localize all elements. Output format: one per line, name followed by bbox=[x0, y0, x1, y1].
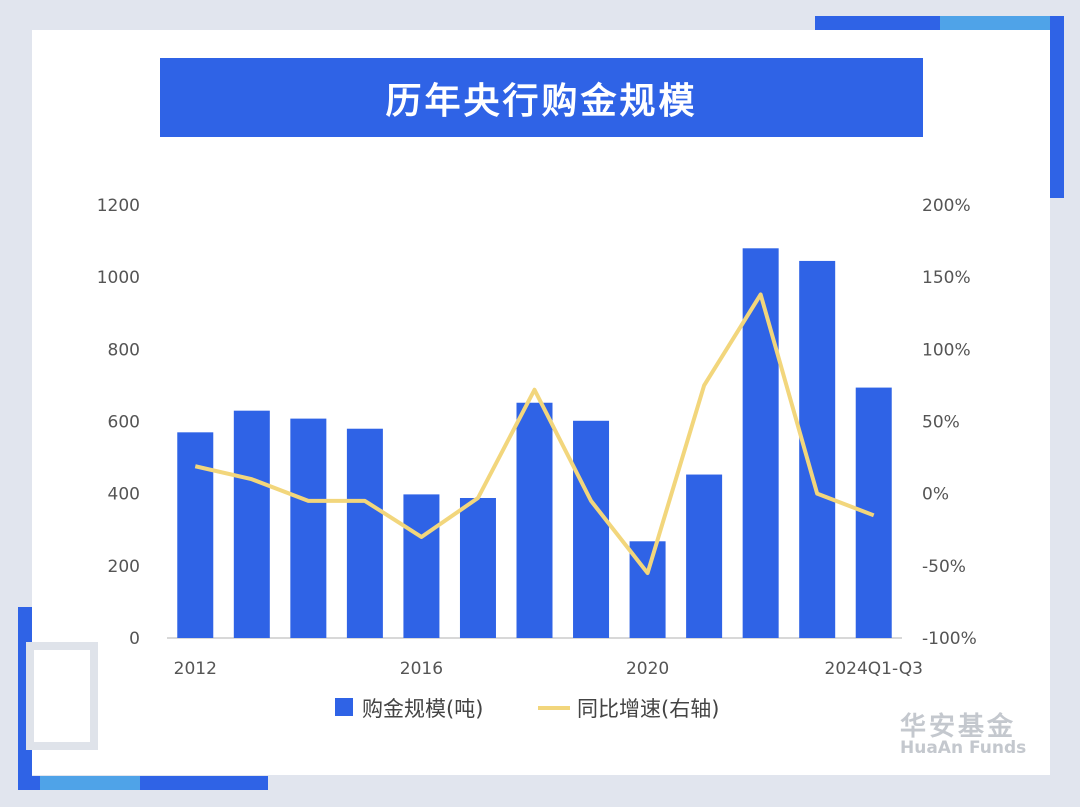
left-tick-label: 1000 bbox=[97, 268, 140, 288]
decor-bottom-left-bar-light bbox=[40, 776, 140, 790]
bar-2022 bbox=[742, 248, 779, 639]
bar-2017 bbox=[459, 497, 496, 638]
watermark-cn: 华安基金 bbox=[900, 712, 1017, 742]
bar-2016 bbox=[403, 494, 440, 638]
right-tick-label: 200% bbox=[922, 196, 971, 216]
x-tick-label: 2016 bbox=[400, 659, 443, 679]
bar-2024Q1-Q3 bbox=[855, 387, 892, 638]
right-tick-label: -50% bbox=[922, 557, 966, 577]
left-tick-label: 0 bbox=[129, 629, 140, 649]
x-tick-label: 2020 bbox=[626, 659, 669, 679]
legend-bar-swatch bbox=[335, 698, 353, 716]
decor-right-vertical-bar bbox=[1050, 16, 1064, 198]
right-tick-label: 0% bbox=[922, 485, 949, 505]
legend-line-label: 同比增速(右轴) bbox=[577, 697, 719, 721]
left-tick-label: 200 bbox=[108, 557, 140, 577]
line-series bbox=[194, 292, 875, 576]
bar-2013 bbox=[233, 410, 270, 638]
right-tick-label: -100% bbox=[922, 629, 977, 649]
left-axis: 1200 1000 800 600 400 200 0 bbox=[97, 196, 140, 649]
right-tick-label: 50% bbox=[922, 413, 960, 433]
bar-2014 bbox=[290, 418, 327, 638]
bar-2021 bbox=[686, 474, 723, 638]
title-banner: 历年央行购金规模 bbox=[160, 58, 923, 137]
left-tick-label: 1200 bbox=[97, 196, 140, 216]
bar-2018 bbox=[516, 402, 553, 638]
decor-frame-square bbox=[26, 642, 98, 750]
x-tick-label: 2012 bbox=[174, 659, 217, 679]
left-tick-label: 600 bbox=[108, 413, 140, 433]
bar-2019 bbox=[573, 420, 610, 638]
right-tick-label: 100% bbox=[922, 340, 971, 360]
chart-title: 历年央行购金规模 bbox=[385, 80, 698, 122]
legend: 购金规模(吨) 同比增速(右轴) bbox=[335, 697, 719, 721]
x-axis: 2012 2016 2020 2024Q1-Q3 bbox=[174, 659, 923, 679]
left-tick-label: 800 bbox=[108, 340, 140, 360]
left-tick-label: 400 bbox=[108, 485, 140, 505]
bar-series bbox=[177, 248, 892, 639]
right-axis: 200% 150% 100% 50% 0% -50% -100% bbox=[922, 196, 977, 649]
bar-2015 bbox=[346, 428, 383, 638]
decor-top-right-bar-light bbox=[940, 16, 1055, 30]
legend-bar-label: 购金规模(吨) bbox=[362, 697, 483, 721]
right-tick-label: 150% bbox=[922, 268, 971, 288]
watermark-en: HuaAn Funds bbox=[900, 738, 1027, 758]
x-tick-label: 2024Q1-Q3 bbox=[825, 659, 923, 679]
bar-2012 bbox=[177, 432, 214, 638]
